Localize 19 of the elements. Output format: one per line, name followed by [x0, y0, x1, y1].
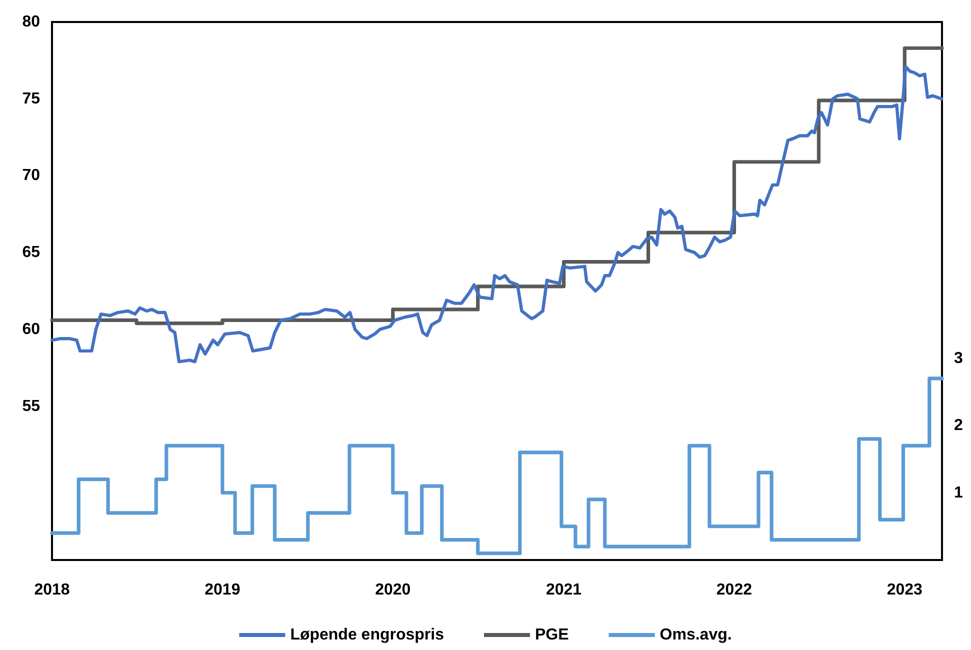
y-tick-label: 70	[22, 167, 40, 184]
y-tick-label: 75	[22, 90, 40, 108]
x-tick-label: 2023	[886, 582, 923, 598]
legend-label: PGE	[534, 626, 570, 644]
y-tick-label: 55	[22, 398, 40, 415]
y-tick-label: 65	[22, 244, 40, 262]
x-tick-label: 2018	[34, 582, 70, 598]
y2-tick-label: 1	[954, 484, 963, 502]
line-series	[50, 64, 944, 364]
y2-tick-label: 3	[954, 350, 963, 367]
legend-label: Oms.avg.	[660, 626, 732, 644]
y2-tick-label: 2	[954, 417, 963, 434]
x-tick-label: 2019	[204, 582, 240, 598]
x-tick-label: 2020	[375, 582, 411, 598]
y-tick-label: 60	[22, 320, 40, 338]
x-tick-label: 2021	[546, 582, 582, 598]
legend-label: Løpende engrospris	[290, 626, 444, 644]
x-tick-label: 2022	[716, 582, 752, 598]
y-tick-label: 80	[22, 14, 40, 30]
